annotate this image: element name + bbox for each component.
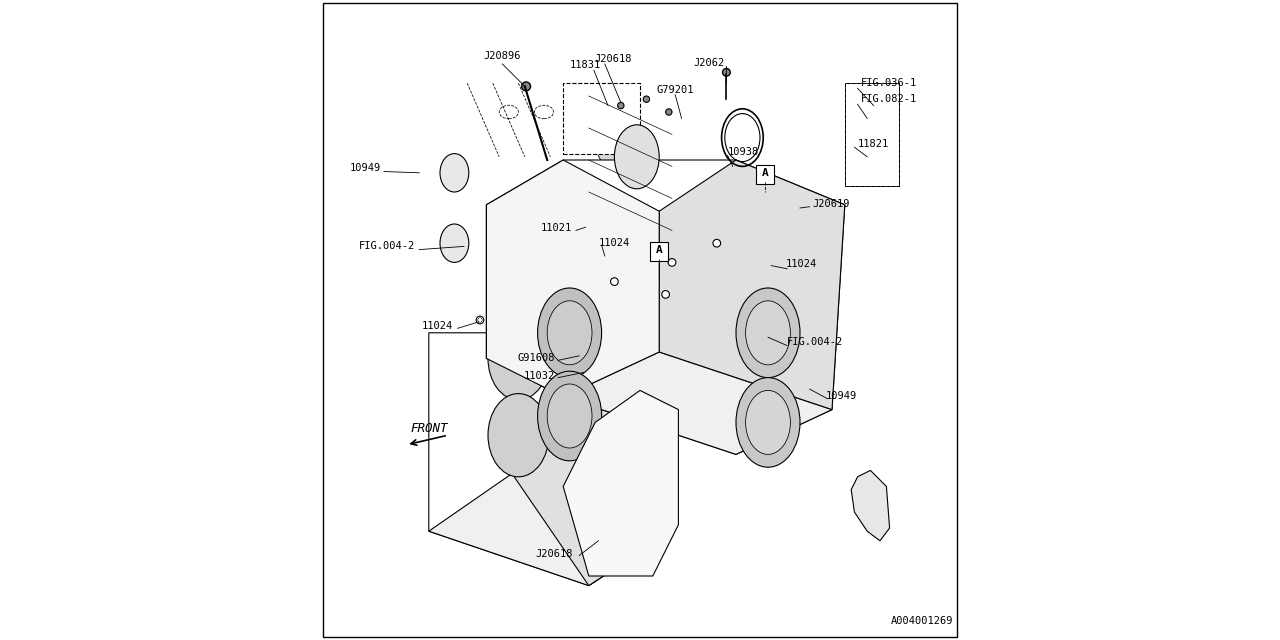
Polygon shape — [563, 352, 832, 454]
Text: FIG.004-2: FIG.004-2 — [358, 241, 415, 252]
Polygon shape — [563, 83, 640, 154]
Ellipse shape — [745, 390, 791, 454]
FancyBboxPatch shape — [755, 165, 773, 184]
Text: 11821: 11821 — [858, 139, 888, 149]
Ellipse shape — [586, 241, 591, 246]
Text: 11024: 11024 — [599, 238, 630, 248]
Ellipse shape — [488, 317, 549, 400]
Ellipse shape — [617, 102, 625, 109]
Text: G91608: G91608 — [517, 353, 556, 364]
Ellipse shape — [722, 68, 730, 76]
Ellipse shape — [662, 291, 669, 298]
Text: 11021: 11021 — [541, 223, 572, 234]
Text: G79201: G79201 — [657, 84, 694, 95]
Ellipse shape — [538, 371, 602, 461]
Text: J20619: J20619 — [813, 198, 850, 209]
Ellipse shape — [477, 318, 483, 323]
Ellipse shape — [595, 216, 634, 271]
Text: FIG.082-1: FIG.082-1 — [860, 94, 916, 104]
Bar — [845, 83, 899, 186]
Text: FIG.004-2: FIG.004-2 — [787, 337, 844, 348]
Text: A: A — [655, 244, 663, 255]
Ellipse shape — [585, 239, 593, 247]
Ellipse shape — [611, 278, 618, 285]
Ellipse shape — [595, 165, 634, 220]
Text: A: A — [762, 168, 768, 178]
Text: 10949: 10949 — [826, 390, 856, 401]
Ellipse shape — [522, 82, 531, 91]
Bar — [845, 83, 899, 186]
Ellipse shape — [440, 224, 468, 262]
Ellipse shape — [440, 154, 468, 192]
Text: 11032: 11032 — [524, 371, 556, 381]
Text: 11024: 11024 — [786, 259, 817, 269]
Text: 10949: 10949 — [349, 163, 381, 173]
Ellipse shape — [488, 394, 549, 477]
Ellipse shape — [736, 378, 800, 467]
Ellipse shape — [614, 125, 659, 189]
Ellipse shape — [736, 288, 800, 378]
Ellipse shape — [668, 259, 676, 266]
Ellipse shape — [713, 239, 721, 247]
Text: J2062: J2062 — [694, 58, 724, 68]
Polygon shape — [429, 474, 672, 586]
Ellipse shape — [643, 96, 650, 102]
Text: 11024: 11024 — [422, 321, 453, 332]
FancyBboxPatch shape — [650, 242, 668, 261]
Text: J20618: J20618 — [594, 54, 632, 64]
Text: 11831: 11831 — [570, 60, 602, 70]
Ellipse shape — [548, 384, 591, 448]
Text: FRONT: FRONT — [410, 422, 448, 435]
Ellipse shape — [745, 301, 791, 365]
Polygon shape — [563, 390, 678, 576]
Ellipse shape — [666, 109, 672, 115]
Polygon shape — [429, 333, 672, 586]
Ellipse shape — [508, 303, 516, 311]
Ellipse shape — [548, 301, 591, 365]
Ellipse shape — [538, 288, 602, 378]
Text: J20618: J20618 — [535, 549, 573, 559]
Polygon shape — [486, 160, 845, 454]
Text: A004001269: A004001269 — [891, 616, 954, 626]
Text: J20896: J20896 — [484, 51, 521, 61]
Text: 10938: 10938 — [728, 147, 759, 157]
Polygon shape — [512, 352, 672, 586]
Polygon shape — [851, 470, 890, 541]
Ellipse shape — [509, 305, 515, 310]
Polygon shape — [659, 160, 845, 410]
Ellipse shape — [595, 114, 634, 168]
Text: FIG.036-1: FIG.036-1 — [860, 78, 916, 88]
Ellipse shape — [476, 316, 484, 324]
Polygon shape — [486, 160, 659, 397]
